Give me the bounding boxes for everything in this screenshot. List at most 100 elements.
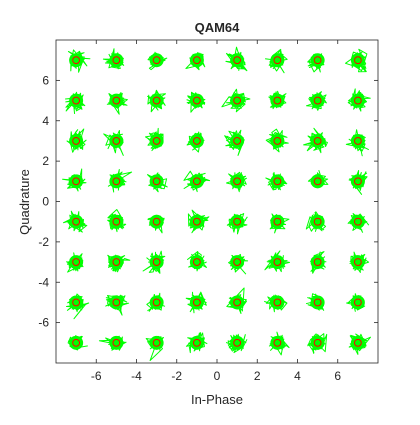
ideal-point [152,217,161,226]
ideal-point [112,96,121,105]
ideal-point [152,338,161,347]
x-tick-label: 6 [334,369,341,383]
received-core [350,295,365,310]
ideal-point [233,258,242,266]
x-tick-label: 0 [214,369,221,383]
received-core [270,214,285,229]
received-core [109,53,124,68]
ideal-point [233,217,242,226]
y-ticks: 6 4 2 0 -2 -4 -6 [38,73,378,330]
ideal-point [313,137,322,145]
ideal-point [112,177,121,186]
received-core [270,133,285,148]
received-core [230,214,245,229]
received-core [230,53,245,68]
ideal-point [72,217,81,226]
ideal-point [273,298,282,307]
ideal-point [233,56,242,65]
ideal-point [313,217,322,226]
ideal-point [112,217,121,226]
received-core [270,93,285,108]
ideal-point [192,96,201,105]
x-tick-label: 4 [294,369,301,383]
received-core [270,53,285,68]
y-tick-label: 2 [42,154,49,168]
received-core [69,174,84,189]
ideal-point [72,177,81,186]
ideal-point [273,137,282,145]
received-core [310,53,325,68]
received-core [270,174,285,189]
y-tick-label: -2 [38,235,49,249]
ideal-point [152,298,161,307]
x-tick-label: -6 [91,369,102,383]
chart-title: QAM64 [195,20,241,35]
received-core [189,53,204,68]
received-core [149,335,164,350]
received-core [189,255,204,270]
y-axis-label: Quadrature [17,169,32,235]
y-tick-label: -4 [38,275,49,289]
ideal-point [192,338,201,347]
received-core [69,335,84,350]
ideal-point [313,177,322,186]
received-core [189,93,204,108]
received-core [109,93,124,108]
received-core [189,335,204,350]
received-core [270,255,285,270]
ideal-point [152,177,161,186]
received-core [350,335,365,350]
received-core [189,295,204,310]
received-core [350,53,365,68]
ideal-point [72,56,81,65]
received-core [149,255,164,270]
received-core [109,174,124,189]
y-tick-label: 6 [42,73,49,87]
received-core [350,133,365,148]
received-core [310,295,325,310]
received-core [230,133,245,148]
ideal-point [313,338,322,347]
ideal-point [152,56,161,65]
received-core [350,93,365,108]
received-core [149,295,164,310]
ideal-point [313,298,322,307]
received-core [310,214,325,229]
ideal-point [353,56,362,65]
ideal-point [313,56,322,65]
received-core [230,174,245,189]
ideal-point [233,137,242,145]
ideal-point [72,96,81,105]
received-core [149,53,164,68]
received-core [109,295,124,310]
ideal-point [273,96,282,105]
received-core [310,255,325,270]
received-core [189,214,204,229]
x-tick-label: -4 [131,369,142,383]
ideal-point [192,56,201,65]
ideal-point [112,56,121,65]
ideal-point [233,338,242,347]
y-tick-label: -6 [38,316,49,330]
y-tick-label: 0 [42,195,49,209]
received-core [350,174,365,189]
received-core [149,214,164,229]
ideal-point [152,96,161,105]
received-core [350,214,365,229]
ideal-point [192,177,201,186]
ideal-point [112,258,121,266]
received-core [69,93,84,108]
received-core [230,255,245,270]
ideal-point [353,137,362,145]
received-core [149,174,164,189]
ideal-point [72,338,81,347]
ideal-point [313,96,322,105]
ideal-points [72,56,362,347]
ideal-point [192,298,201,307]
received-core [310,133,325,148]
received-core [310,335,325,350]
received-core [230,295,245,310]
received-core [270,295,285,310]
